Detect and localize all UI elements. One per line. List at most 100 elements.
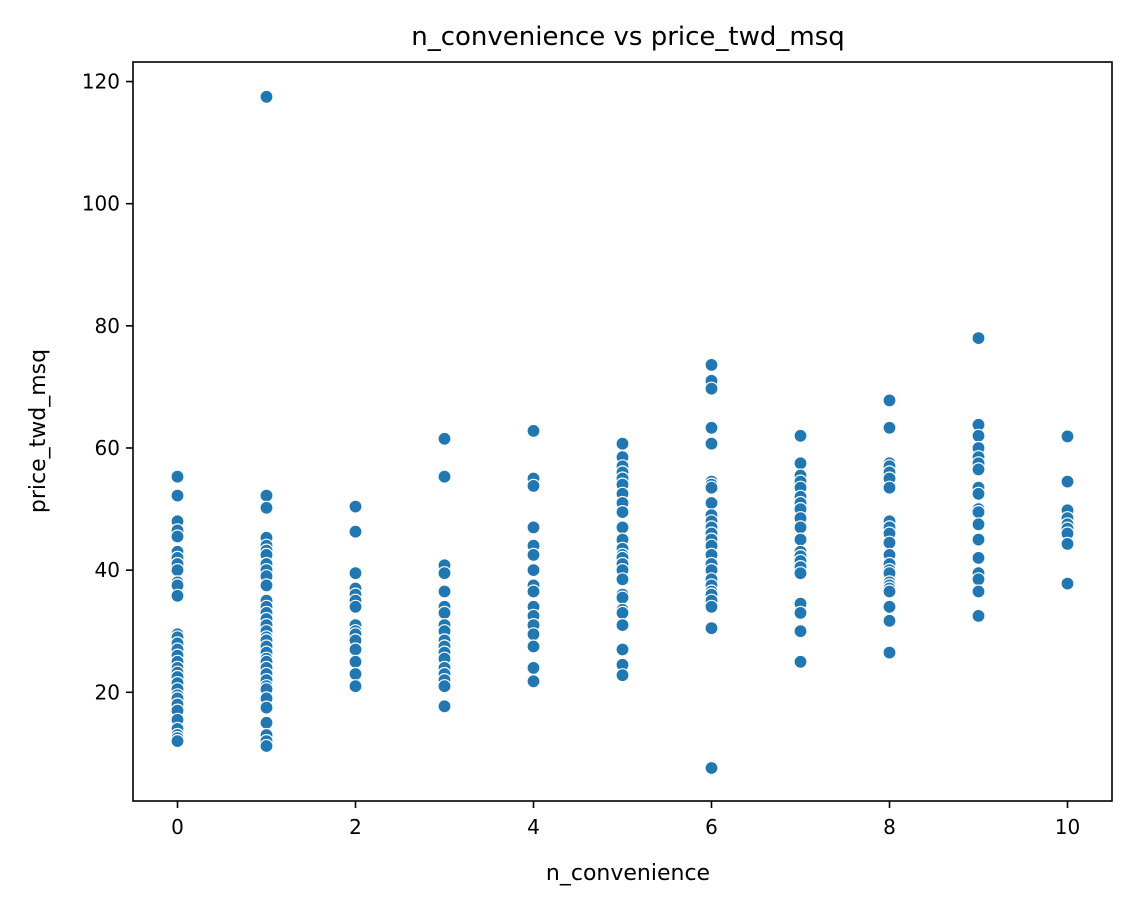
y-tick-label: 40 [95,558,120,582]
x-tick-label: 6 [705,815,718,839]
scatter-point [882,584,897,599]
scatter-point [526,639,541,654]
y-tick-label: 60 [95,436,120,460]
y-tick-label: 100 [82,192,120,216]
y-axis-ticks: 20 40 60 80 100 120 [82,70,133,704]
scatter-point [704,480,719,495]
scatter-point [971,572,986,587]
scatter-point [971,584,986,599]
scatter-point [259,715,274,730]
scatter-point [170,529,185,544]
scatter-point [793,456,808,471]
scatter-point [259,89,274,104]
scatter-point [704,621,719,636]
scatter-point [348,566,363,581]
scatter-point [1060,536,1075,552]
scatter-point [348,679,363,694]
points-layer [170,89,1075,776]
y-tick-label: 80 [95,314,120,338]
scatter-point [615,605,630,621]
scatter-point [793,520,808,535]
scatter-point [793,566,808,581]
scatter-point [437,584,452,599]
scatter-point [615,504,630,520]
scatter-point [526,660,541,676]
scatter-point [437,566,452,581]
scatter-point [971,486,986,501]
scatter-point [437,605,452,621]
scatter-point [526,562,541,578]
scatter-point [793,624,808,639]
scatter-point [793,605,808,621]
scatter-point [615,642,630,657]
x-tick-label: 10 [1055,815,1080,839]
scatter-point [615,436,630,451]
scatter-point [971,428,986,443]
scatter-point [526,547,541,563]
scatter-point [170,562,185,578]
scatter-point [971,517,986,532]
scatter-point [615,617,630,633]
scatter-point [348,666,363,682]
scatter-point [882,535,897,550]
scatter-point [882,393,897,408]
scatter-point [615,572,630,587]
scatter-point [704,436,719,451]
scatter-point [170,733,185,749]
plot-frame [132,61,1113,802]
scatter-point [526,478,541,493]
scatter-point [348,654,363,669]
scatter-point [526,674,541,689]
scatter-point [437,431,452,446]
scatter-point [259,700,274,715]
scatter-point [971,608,986,624]
x-tick-label: 0 [171,815,184,839]
scatter-point [882,613,897,628]
scatter-point [259,488,274,503]
scatter-point [971,462,986,477]
scatter-point [437,699,452,714]
scatter-point [971,331,986,346]
chart-title: n_convenience vs price_twd_msq [411,22,845,52]
scatter-point [704,357,719,372]
scatter-point [615,668,630,683]
scatter-point [526,423,541,438]
scatter-point [704,599,719,614]
scatter-point [348,599,363,614]
scatter-point [348,524,363,539]
scatter-point [793,428,808,443]
scatter-point [348,499,363,514]
scatter-point [882,420,897,435]
x-tick-label: 8 [883,815,896,839]
scatter-point [615,520,630,535]
y-tick-label: 20 [95,680,120,704]
scatter-point [615,590,630,605]
scatter-point [971,504,986,520]
x-axis-ticks: 0 2 4 6 8 10 [171,801,1080,839]
scatter-point [882,645,897,660]
scatter-point [882,480,897,495]
y-tick-label: 120 [82,70,120,94]
scatter-point [704,760,719,776]
scatter-point [704,420,719,435]
scatter-point [1060,474,1075,489]
scatter-point [437,469,452,484]
scatter-point [170,588,185,603]
scatter-point [259,578,274,593]
scatter-point [704,381,719,396]
scatter-point [882,599,897,614]
scatter-point [526,627,541,642]
scatter-point [1060,429,1075,444]
scatter-point [437,679,452,694]
scatter-point [170,469,185,484]
scatter-point [259,500,274,515]
scatter-point [793,532,808,547]
scatter-point [1060,576,1075,591]
scatter-point [259,738,274,754]
scatter-point [526,520,541,535]
scatter-point [170,488,185,503]
x-tick-label: 4 [527,815,540,839]
x-axis-label: n_convenience [546,861,710,886]
